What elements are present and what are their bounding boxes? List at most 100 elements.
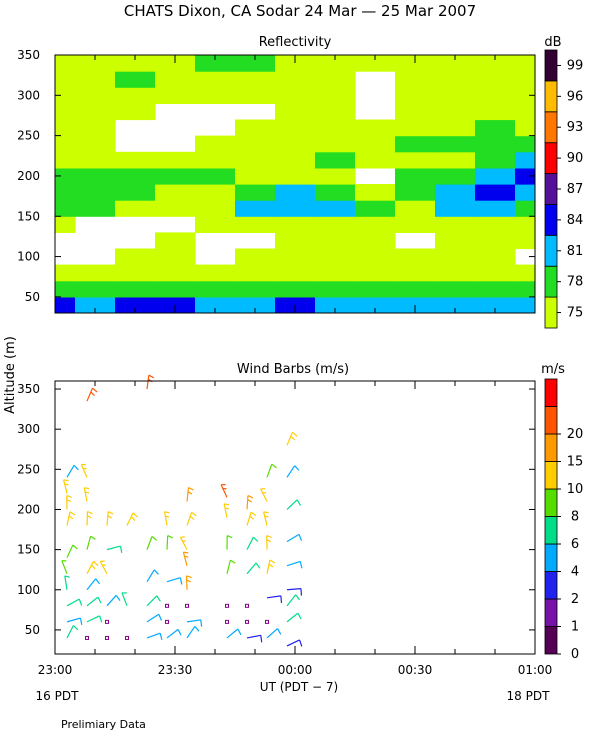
wind-barb bbox=[180, 537, 187, 550]
wind-unit-label: m/s bbox=[541, 362, 565, 377]
reflectivity-cell bbox=[355, 120, 396, 137]
wind-barb bbox=[261, 489, 267, 502]
reflectivity-cell bbox=[75, 168, 116, 185]
reflectivity-colorbar-swatch bbox=[545, 81, 557, 112]
wind-barb bbox=[81, 465, 87, 478]
wind-barb bbox=[87, 512, 93, 526]
wind-barb bbox=[147, 375, 154, 389]
reflectivity-cell bbox=[475, 232, 516, 249]
reflectivity-cell bbox=[275, 71, 316, 88]
reflectivity-cell bbox=[315, 103, 356, 120]
reflectivity-y-tick-label: 350 bbox=[17, 48, 40, 62]
reflectivity-cell bbox=[195, 200, 236, 217]
reflectivity-cell bbox=[155, 152, 196, 169]
wind-barb bbox=[267, 629, 281, 638]
wind-barb bbox=[227, 536, 232, 550]
reflectivity-colorbar-swatch bbox=[545, 297, 557, 328]
reflectivity-cell bbox=[55, 136, 76, 153]
wind-colorbar-swatch bbox=[545, 462, 557, 490]
reflectivity-cell bbox=[155, 71, 196, 88]
wind-barb bbox=[247, 563, 260, 574]
wind-calm-marker bbox=[226, 620, 229, 623]
wind-barb bbox=[165, 512, 170, 526]
wind-barb bbox=[87, 536, 96, 550]
wind-barb bbox=[67, 496, 72, 510]
wind-colorbar-label: 15 bbox=[567, 455, 584, 470]
reflectivity-cell bbox=[235, 249, 276, 266]
reflectivity-cell bbox=[355, 249, 396, 266]
reflectivity-cell bbox=[55, 297, 76, 314]
reflectivity-cell bbox=[475, 216, 516, 233]
reflectivity-colorbar-label: 75 bbox=[567, 306, 584, 321]
reflectivity-cell bbox=[315, 232, 356, 249]
wind-calm-marker bbox=[86, 636, 89, 639]
reflectivity-cell bbox=[435, 136, 476, 153]
wind-barb bbox=[67, 599, 82, 606]
reflectivity-cell bbox=[115, 168, 156, 185]
wind-barb bbox=[127, 513, 138, 526]
wind-calm-marker bbox=[246, 620, 249, 623]
reflectivity-cell bbox=[115, 184, 156, 201]
wind-barb bbox=[65, 576, 70, 590]
wind-barb bbox=[87, 597, 101, 606]
wind-calm-marker bbox=[186, 604, 189, 607]
wind-barb bbox=[247, 635, 262, 642]
wind-barb bbox=[147, 596, 160, 606]
wind-barb bbox=[287, 432, 297, 445]
wind-barb bbox=[287, 595, 300, 606]
reflectivity-cell bbox=[155, 184, 196, 201]
wind-colorbar-label: 0 bbox=[571, 647, 579, 662]
wind-barb bbox=[100, 561, 107, 574]
reflectivity-cell bbox=[275, 265, 316, 282]
reflectivity-cell bbox=[235, 120, 276, 137]
wind-y-tick-label: 200 bbox=[17, 502, 40, 516]
reflectivity-cell bbox=[435, 216, 476, 233]
wind-colorbar-swatch bbox=[545, 627, 557, 655]
wind-barb bbox=[67, 512, 75, 526]
wind-barb bbox=[287, 640, 302, 647]
reflectivity-cell bbox=[115, 87, 156, 104]
reflectivity-cell bbox=[275, 136, 316, 153]
reflectivity-cell bbox=[435, 168, 476, 185]
reflectivity-cell bbox=[475, 87, 516, 104]
wind-barb bbox=[87, 579, 100, 590]
wind-barb bbox=[67, 545, 77, 558]
reflectivity-cell bbox=[435, 71, 476, 88]
reflectivity-y-tick-label: 150 bbox=[17, 209, 40, 223]
x-tick-label: 23:00 bbox=[38, 663, 73, 677]
reflectivity-cell bbox=[115, 152, 156, 169]
reflectivity-cell bbox=[315, 136, 356, 153]
reflectivity-cell bbox=[315, 184, 356, 201]
wind-barb bbox=[167, 629, 181, 638]
reflectivity-cell bbox=[55, 200, 76, 217]
reflectivity-cell bbox=[275, 216, 316, 233]
reflectivity-cell bbox=[475, 136, 516, 153]
reflectivity-colorbar-swatch bbox=[545, 174, 557, 205]
reflectivity-panel-title: Reflectivity bbox=[259, 35, 332, 50]
reflectivity-cell bbox=[115, 71, 156, 88]
wind-barb bbox=[287, 561, 302, 568]
reflectivity-cell bbox=[195, 168, 236, 185]
reflectivity-cell bbox=[75, 71, 116, 88]
end-date-label: 18 PDT bbox=[507, 689, 551, 703]
reflectivity-cell bbox=[235, 184, 276, 201]
wind-panel-title: Wind Barbs (m/s) bbox=[237, 362, 349, 377]
wind-barb bbox=[87, 388, 97, 401]
reflectivity-cell bbox=[395, 103, 436, 120]
reflectivity-cell bbox=[155, 232, 196, 249]
reflectivity-cell bbox=[75, 87, 116, 104]
reflectivity-cell bbox=[55, 120, 76, 137]
reflectivity-cell bbox=[275, 249, 316, 266]
reflectivity-cell bbox=[75, 200, 116, 217]
reflectivity-cell bbox=[275, 232, 316, 249]
reflectivity-cell bbox=[195, 216, 236, 233]
reflectivity-cell bbox=[75, 136, 116, 153]
wind-barb bbox=[67, 465, 78, 477]
reflectivity-cell bbox=[395, 200, 436, 217]
wind-colorbar-label: 10 bbox=[567, 482, 584, 497]
reflectivity-cell bbox=[155, 168, 196, 185]
wind-colorbar-swatch bbox=[545, 544, 557, 572]
